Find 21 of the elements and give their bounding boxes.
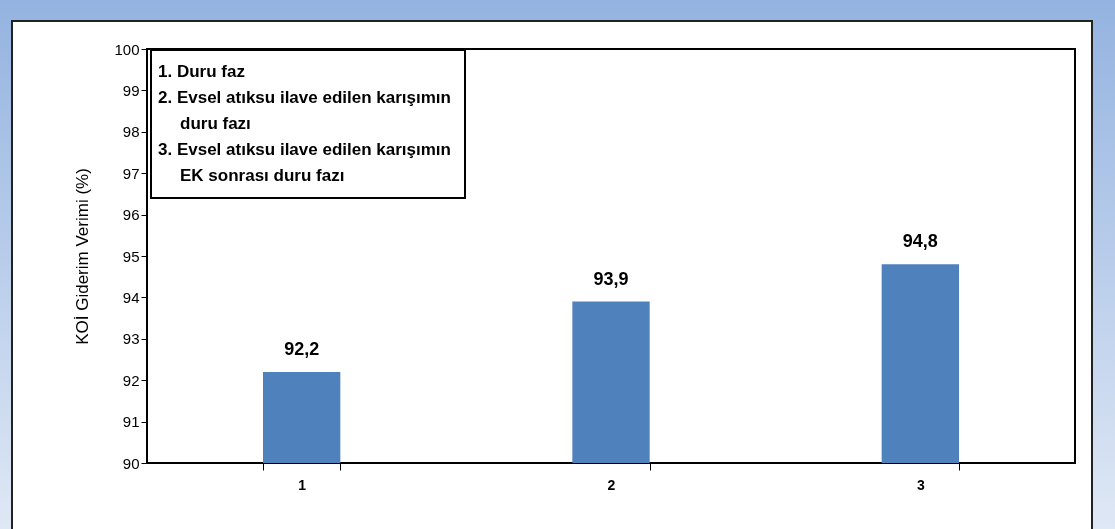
y-tick-label: 94: [122, 288, 140, 306]
data-label: 92,2: [284, 338, 320, 359]
annotation: 1. Duru faz: [158, 61, 246, 83]
x-tick-label: 2: [607, 476, 616, 493]
y-tick-label: 95: [122, 247, 140, 265]
x-tick-label: 3: [916, 476, 925, 493]
x-tick-label: 1: [298, 476, 307, 493]
annotation: 3. Evsel atıksu ilave edilen karışımın EK sonrası duru fazı: [158, 139, 452, 187]
y-tick-label: 100: [114, 40, 140, 58]
y-tick-label: 96: [122, 206, 140, 224]
y-tick-label: 99: [122, 81, 140, 99]
y-tick-label: 91: [122, 413, 140, 431]
data-label: 93,9: [593, 268, 629, 289]
y-tick-label: 98: [122, 123, 140, 141]
annotation: 2. Evsel atıksu ilave edilen karışımın duru fazı: [158, 87, 452, 135]
data-label: 94,8: [902, 231, 938, 252]
y-tick-label: 97: [122, 164, 140, 182]
y-axis-title: KOİ Giderim Verimi (%): [73, 168, 93, 345]
y-tick-label: 90: [122, 454, 140, 472]
y-tick-label: 92: [122, 371, 140, 389]
y-tick-label: 93: [122, 330, 140, 348]
